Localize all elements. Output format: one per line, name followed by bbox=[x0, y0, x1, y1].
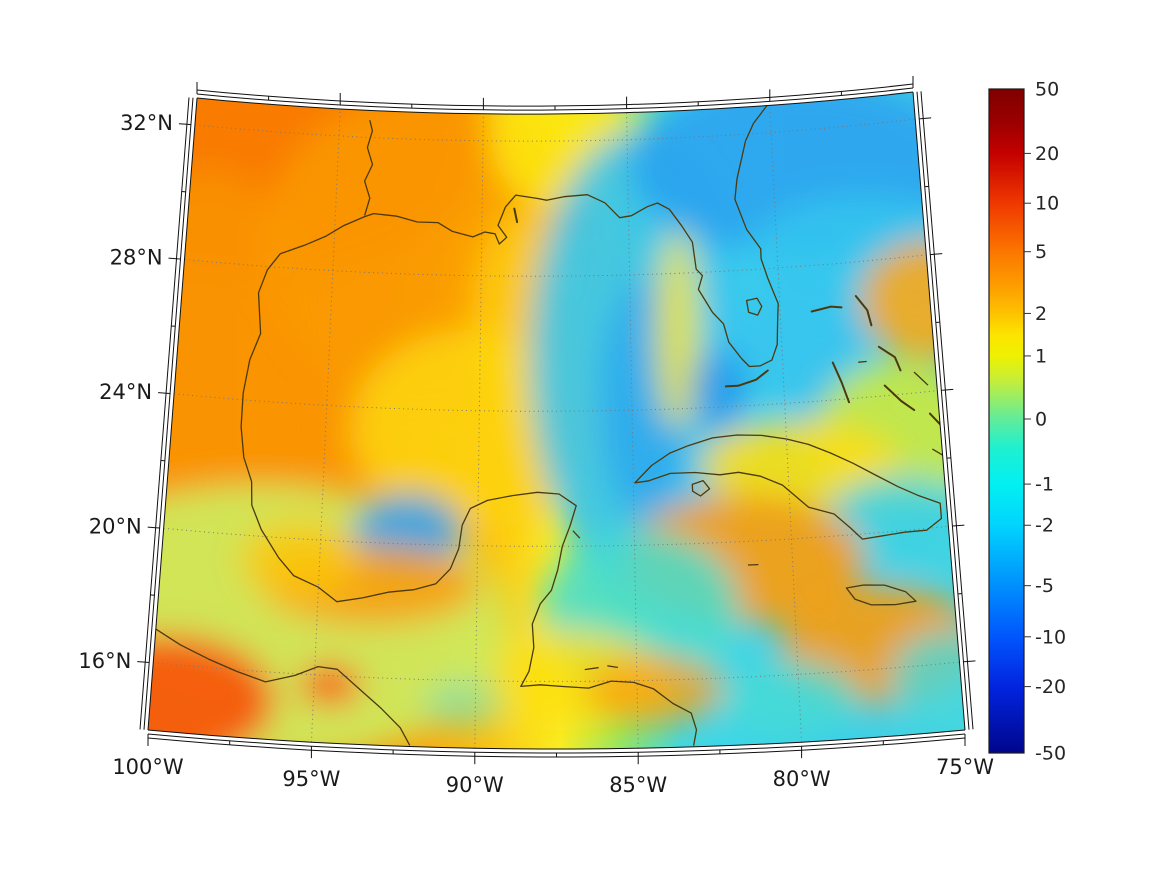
y-tick-label: 32°N bbox=[120, 111, 173, 135]
colorbar-tick-label: 5 bbox=[1035, 241, 1047, 263]
x-tick-label: 80°W bbox=[773, 767, 831, 791]
coastline-bayIslands2 bbox=[607, 665, 619, 669]
colorbar-gradient bbox=[988, 88, 1025, 754]
coastline-okeechobee bbox=[745, 297, 763, 316]
coastline-andros bbox=[831, 361, 850, 404]
parallel-gridline bbox=[194, 118, 916, 142]
colorbar-tick-label: 1 bbox=[1035, 345, 1047, 367]
coastline-cuba bbox=[634, 434, 943, 540]
axis-tick-labels: 100°W 95°W 90°W 85°W 80°W 75°W 32°N 28°N 24°N 20°… bbox=[78, 111, 994, 797]
coastline-keys bbox=[724, 369, 769, 388]
colorbar-tick-label: 50 bbox=[1035, 79, 1059, 101]
colorbar-tick-label: 0 bbox=[1035, 409, 1047, 431]
coastline-exuma bbox=[883, 384, 916, 412]
coastline-bayIslands bbox=[584, 667, 599, 671]
coastline-cozumel bbox=[572, 530, 581, 539]
x-tick-label: 75°W bbox=[936, 755, 994, 779]
colorbar-tick-label: -50 bbox=[1035, 743, 1066, 765]
colorbar-tick-label: -5 bbox=[1035, 575, 1054, 597]
y-tick-label: 28°N bbox=[110, 246, 163, 270]
colorbar-tick-label: -2 bbox=[1035, 515, 1054, 537]
colorbar-tick-label: -1 bbox=[1035, 474, 1054, 496]
x-tick-label: 95°W bbox=[282, 767, 340, 791]
parallel-gridline bbox=[163, 525, 949, 547]
y-tick-label: 20°N bbox=[89, 515, 142, 539]
coastline-pacific bbox=[155, 628, 411, 746]
graticule bbox=[153, 105, 960, 749]
coastlines bbox=[155, 104, 944, 746]
colorbar-tick-label: 10 bbox=[1035, 193, 1059, 215]
heatmap-field bbox=[148, 92, 965, 749]
coastline-mexCoast bbox=[240, 332, 698, 746]
coastline-usCoast bbox=[257, 104, 779, 368]
colorbar-tick-label: 2 bbox=[1035, 303, 1047, 325]
x-tick-label: 100°W bbox=[112, 755, 184, 779]
y-tick-label: 16°N bbox=[78, 649, 131, 673]
meridian-gridline bbox=[769, 105, 803, 743]
coastline-seBahamas bbox=[932, 448, 944, 456]
coastline-chandeleur bbox=[513, 207, 519, 224]
x-tick-label: 85°W bbox=[609, 773, 667, 797]
coastline-isleYouth bbox=[691, 479, 711, 497]
coastline-grandBahama bbox=[810, 305, 843, 313]
coastline-abaco bbox=[854, 295, 873, 327]
coastline-newProv bbox=[858, 360, 867, 363]
coastline-eleuthera bbox=[877, 345, 902, 372]
colorbar-tick-label: 20 bbox=[1035, 143, 1059, 165]
colorbar-tick-label: -20 bbox=[1035, 676, 1066, 698]
coastline-river bbox=[363, 119, 374, 216]
coastline-jamaica bbox=[845, 584, 917, 606]
y-tick-label: 24°N bbox=[99, 380, 152, 404]
colorbar-tick-label: -10 bbox=[1035, 626, 1066, 648]
x-tick-label: 90°W bbox=[446, 773, 504, 797]
coastline-catIsland bbox=[913, 371, 929, 386]
map-frame bbox=[137, 76, 976, 765]
